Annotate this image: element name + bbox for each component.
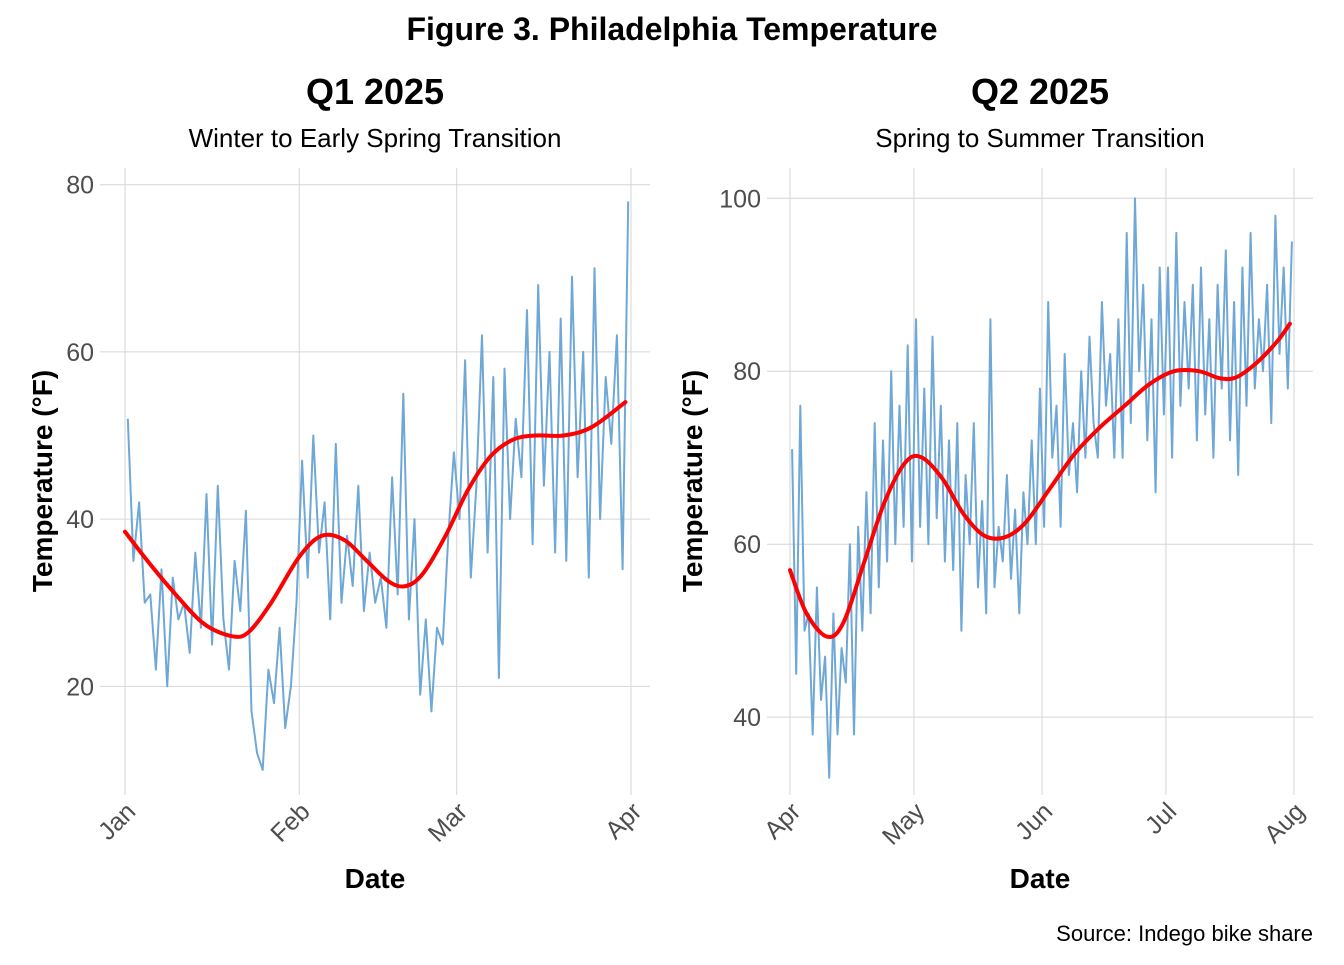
y-tick-label: 40 <box>733 704 761 732</box>
x-tick-label: Aug <box>1259 797 1310 848</box>
x-tick-label: Jun <box>1010 797 1058 845</box>
x-axis-label: Date <box>1010 863 1071 894</box>
x-tick-label: Apr <box>600 797 647 844</box>
x-tick-label: Jul <box>1140 797 1182 839</box>
y-tick-label: 80 <box>66 172 94 200</box>
y-tick-label: 100 <box>719 185 761 213</box>
y-tick-label: 80 <box>733 358 761 386</box>
x-tick-label: Mar <box>423 797 473 847</box>
panel-subtitle: Winter to Early Spring Transition <box>189 123 562 153</box>
x-axis-label: Date <box>345 863 406 894</box>
smoothed-trend-line <box>788 321 1292 640</box>
y-tick-label: 60 <box>66 339 94 367</box>
panel-q2: Q2 2025 Spring to Summer Transition Date… <box>677 71 1313 894</box>
panel-title: Q1 2025 <box>306 71 444 112</box>
source-caption: Source: Indego bike share <box>1056 921 1313 946</box>
x-tick-label: May <box>877 797 931 851</box>
raw-temperature-line <box>791 197 1293 779</box>
raw-temperature-line <box>126 201 630 771</box>
x-tick-label: Apr <box>759 797 806 844</box>
panel-subtitle: Spring to Summer Transition <box>875 123 1204 153</box>
smoothed-trend-line <box>123 400 628 639</box>
y-tick-label: 20 <box>66 673 94 701</box>
x-tick-label: Jan <box>93 797 141 845</box>
y-tick-label: 40 <box>66 506 94 534</box>
figure-title: Figure 3. Philadelphia Temperature <box>406 11 937 47</box>
y-axis-label: Temperature (°F) <box>27 370 58 592</box>
panel-title: Q2 2025 <box>971 71 1109 112</box>
x-tick-label: Feb <box>265 797 315 847</box>
y-tick-label: 60 <box>733 531 761 559</box>
panel-q1: Q1 2025 Winter to Early Spring Transitio… <box>27 71 650 894</box>
gridlines <box>767 168 1313 795</box>
y-axis-label: Temperature (°F) <box>677 370 708 592</box>
